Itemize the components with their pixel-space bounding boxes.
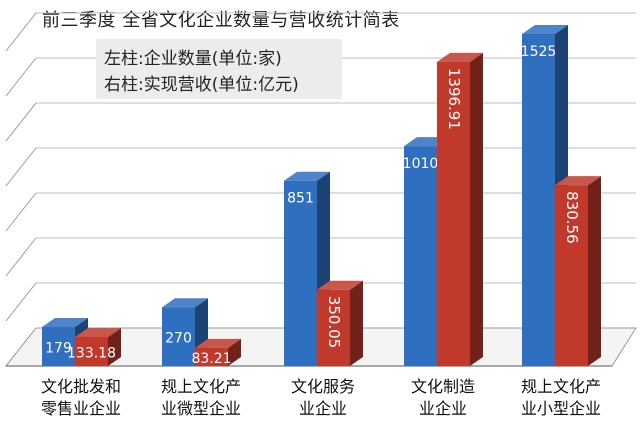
bar-front — [404, 146, 437, 366]
category-label-line: 规上文化产 — [160, 377, 241, 396]
data-label: 851 — [287, 191, 314, 207]
chart-title: 前三季度 全省文化企业数量与营收统计简表 — [42, 10, 400, 31]
legend-entry-left-bars: 左柱:企业数量(单位:家) — [104, 49, 282, 69]
category-label: 文化服务 业企业 — [263, 376, 383, 420]
bar-top — [555, 176, 601, 186]
category-label: 规上文化产业微型企业 — [141, 376, 261, 420]
category-label: 规上文化产业小型企业 — [501, 376, 621, 420]
bar-revenue — [555, 176, 601, 366]
bar-revenue — [75, 328, 121, 366]
bar-top — [162, 298, 208, 308]
bar-side — [588, 176, 601, 366]
category-label-line: 规上文化产 — [520, 377, 601, 396]
data-label: 179 — [45, 341, 72, 357]
category-label-line: 业小型企业 — [520, 399, 601, 418]
category-label-line: 文化服务 — [290, 377, 355, 396]
bar-front — [317, 289, 350, 366]
bar-front — [284, 180, 317, 366]
category-label-line: 文化批发和 — [40, 377, 121, 396]
category-label-line: 零售业企业 — [40, 399, 121, 418]
bar-side — [228, 338, 241, 366]
data-label: 1525 — [521, 44, 557, 60]
bar-side — [108, 328, 121, 366]
data-label: 83.21 — [191, 351, 231, 367]
data-label: 133.18 — [67, 346, 116, 362]
bar-side — [350, 280, 363, 366]
bar-top — [75, 328, 121, 338]
grid-line-diagonal — [5, 192, 37, 232]
bar-top — [284, 171, 330, 181]
bar-front — [437, 61, 470, 366]
bar-front — [162, 307, 195, 366]
bar-side — [470, 52, 483, 366]
legend-entry-right-bars: 右柱:实现营收(单位:亿元) — [104, 75, 299, 95]
data-label: 1396.91 — [445, 68, 463, 130]
category-label: 文化制造 业企业 — [383, 376, 503, 420]
bar-top — [317, 280, 363, 290]
bar-revenue — [317, 280, 363, 366]
bar-revenue — [195, 338, 241, 366]
bar-top — [42, 318, 88, 328]
grid-line-diagonal — [5, 57, 37, 97]
bar-revenue — [437, 52, 483, 366]
bar-front — [42, 327, 75, 366]
category-label-line: 业企业 — [418, 399, 467, 418]
data-label: 1010 — [403, 156, 439, 172]
grid-line-diagonal — [5, 237, 37, 277]
data-label: 830.56 — [563, 191, 581, 244]
grid-line-diagonal — [5, 12, 37, 52]
bar-front — [522, 33, 555, 367]
category-label-line: 业微型企业 — [160, 399, 241, 418]
grid-line-diagonal — [5, 102, 37, 142]
legend — [96, 39, 342, 99]
category-label-line: 文化制造 — [410, 377, 475, 396]
bar-top — [195, 338, 241, 348]
grid-line-diagonal — [5, 282, 37, 322]
bar-front — [195, 347, 228, 366]
bar-front — [555, 185, 588, 366]
category-label-line: 业企业 — [298, 399, 347, 418]
data-label: 270 — [165, 331, 192, 347]
category-label: 文化批发和零售业企业 — [21, 376, 141, 420]
data-label: 350.05 — [325, 296, 343, 349]
bar-top — [437, 52, 483, 62]
bar-front — [75, 337, 108, 366]
bar-top — [522, 24, 568, 34]
grid-line-diagonal — [5, 147, 37, 187]
